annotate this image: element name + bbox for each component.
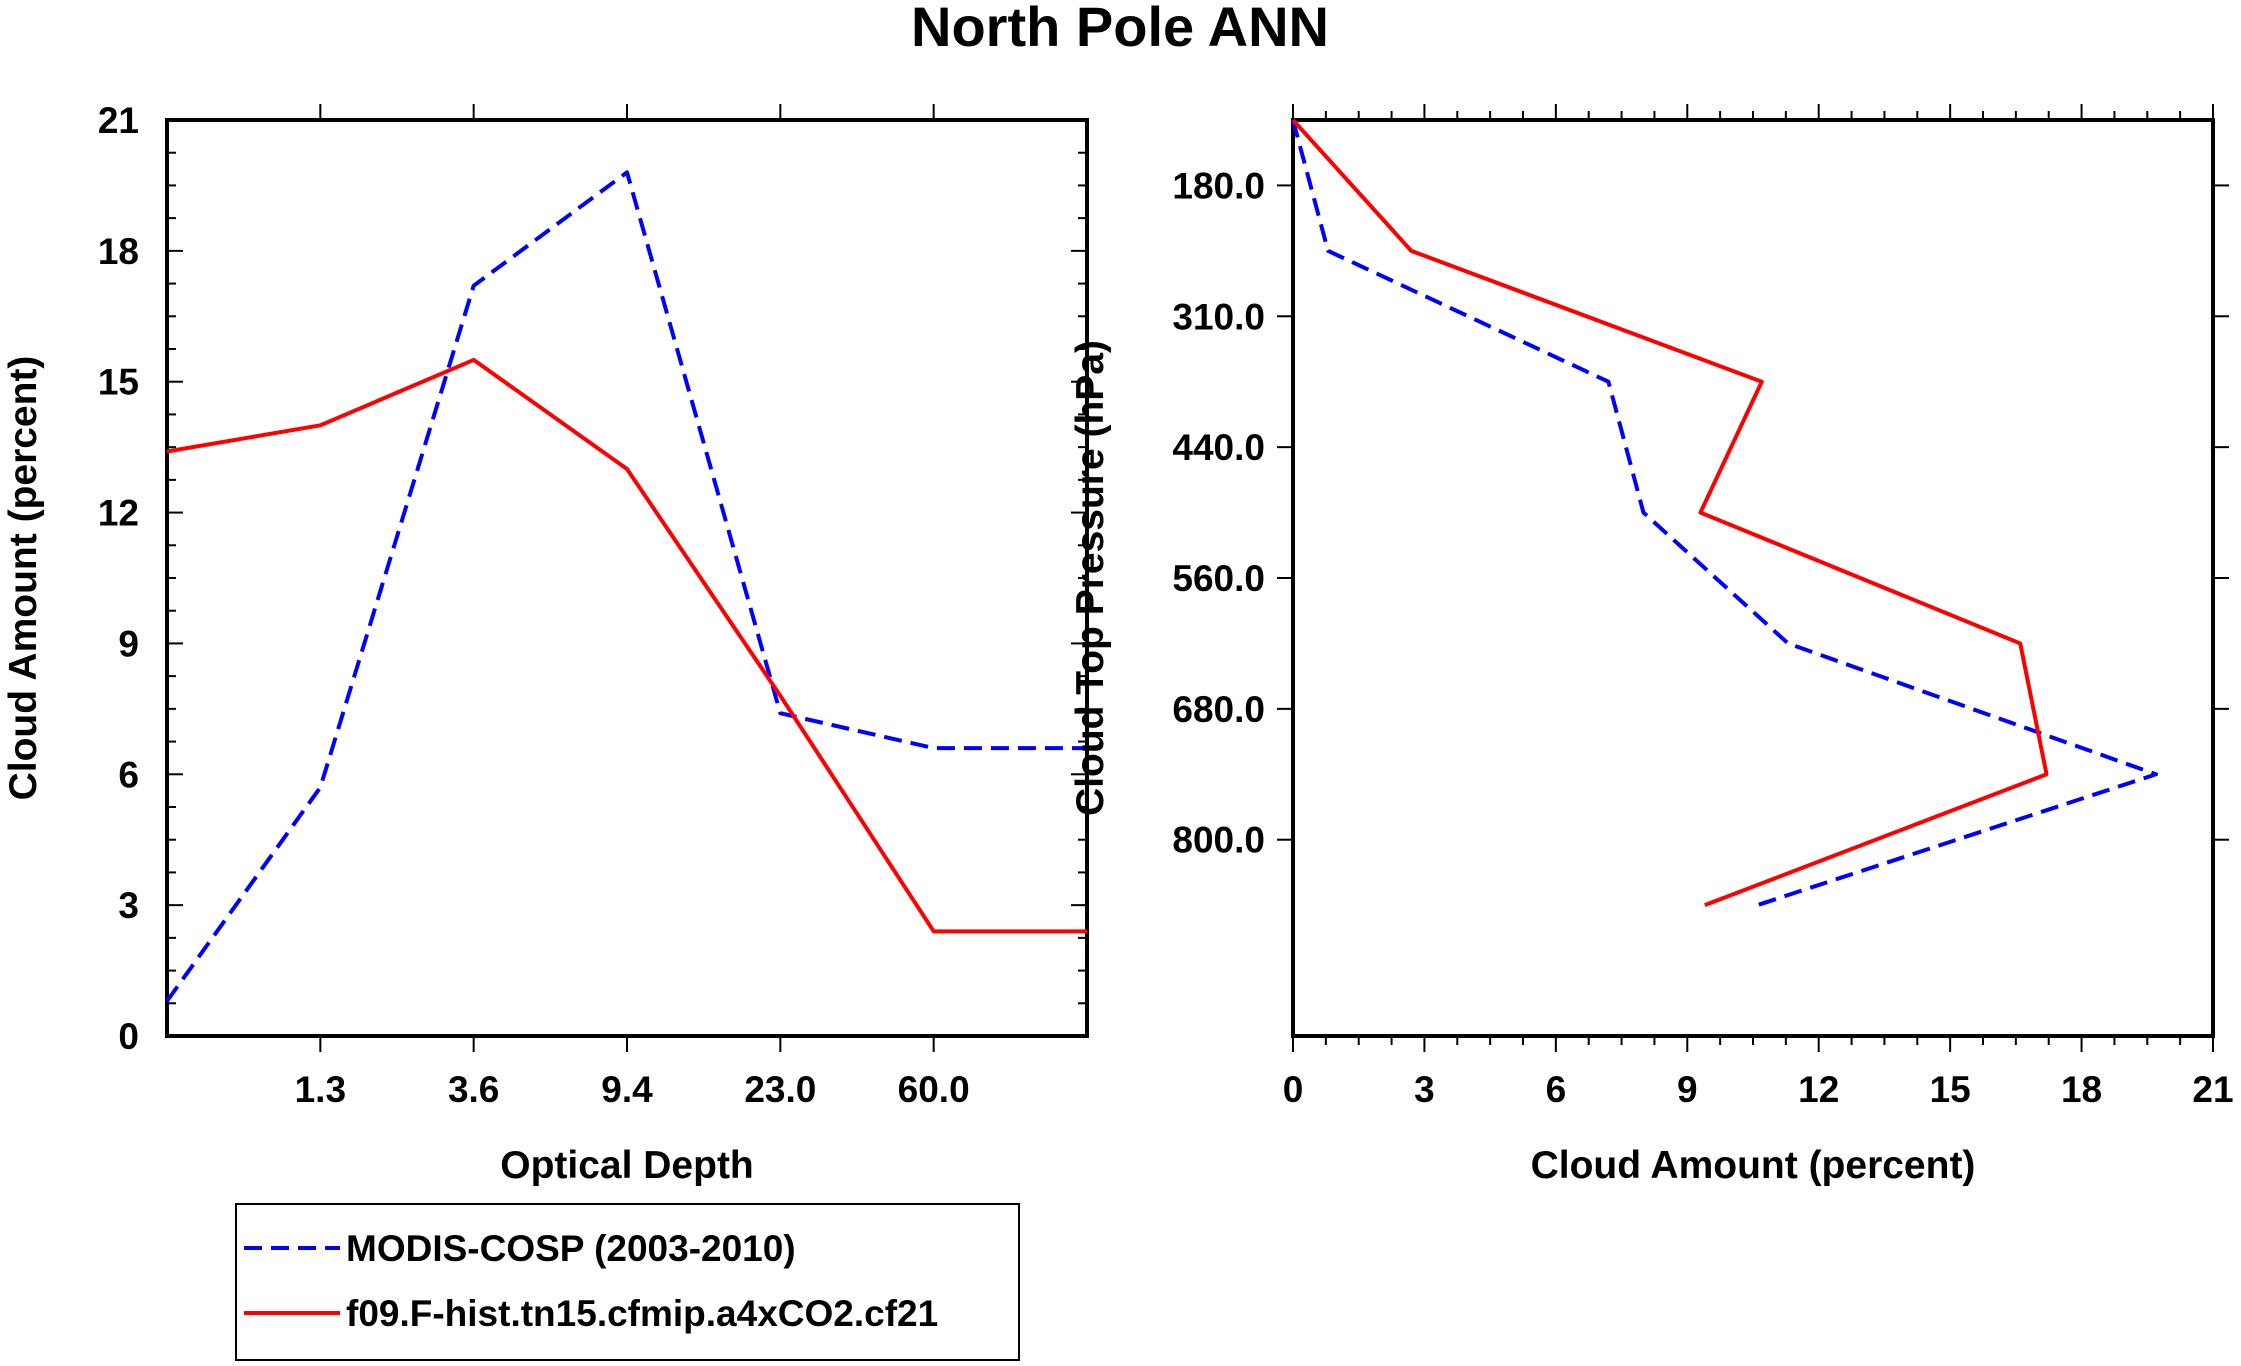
right-series bbox=[1291, 118, 2159, 908]
legend-box bbox=[235, 1203, 1020, 1361]
left-ticks: 0 3 6 9 12 15 18 21 1.3 3.6 9.4 23.0 60.0 bbox=[98, 100, 1087, 1110]
right-x-tick-label: 15 bbox=[1930, 1069, 1971, 1110]
left-x-tick-label: 23.0 bbox=[744, 1069, 816, 1110]
right-x-tick-label: 12 bbox=[1798, 1069, 1839, 1110]
right-x-tick-label: 6 bbox=[1546, 1069, 1567, 1110]
left-series-line-0 bbox=[165, 170, 1087, 1003]
left-y-axis-label: Cloud Amount (percent) bbox=[2, 356, 45, 801]
left-y-tick-label: 0 bbox=[118, 1016, 139, 1057]
right-x-tick-label: 21 bbox=[2192, 1069, 2233, 1110]
left-y-tick-label: 3 bbox=[118, 885, 139, 926]
legend-label-model: f09.F-hist.tn15.cfmip.a4xCO2.cf21 bbox=[346, 1293, 938, 1334]
right-x-tick-label: 18 bbox=[2061, 1069, 2102, 1110]
right-series-line-1 bbox=[1291, 118, 2049, 908]
right-y-tick-label: 680.0 bbox=[1172, 689, 1265, 730]
right-series-line-0 bbox=[1291, 119, 2159, 908]
left-y-tick-label: 18 bbox=[98, 231, 139, 272]
left-series-line-1 bbox=[166, 357, 1087, 934]
right-y-axis-label: Cloud Top Pressure (hPa) bbox=[1069, 340, 1112, 816]
left-y-tick-label: 12 bbox=[98, 493, 139, 534]
left-x-tick-label: 1.3 bbox=[295, 1069, 346, 1110]
left-series bbox=[165, 170, 1087, 1003]
left-x-tick-label: 3.6 bbox=[448, 1069, 499, 1110]
right-x-axis-label: Cloud Amount (percent) bbox=[1531, 1144, 1976, 1187]
left-x-axis-label: Optical Depth bbox=[500, 1144, 754, 1187]
right-x-tick-label: 9 bbox=[1677, 1069, 1698, 1110]
right-chart: 0 3 6 9 12 15 18 21 180.0 310.0 440.0 560.0 680.0 800… bbox=[1069, 104, 2234, 1187]
right-y-tick-label: 800.0 bbox=[1172, 820, 1265, 861]
right-y-tick-label: 560.0 bbox=[1172, 558, 1265, 599]
left-y-tick-label: 9 bbox=[118, 623, 139, 664]
figure-title: North Pole ANN bbox=[911, 0, 1329, 58]
right-y-tick-label: 440.0 bbox=[1172, 427, 1265, 468]
right-x-tick-label: 0 bbox=[1283, 1069, 1304, 1110]
right-x-tick-label: 3 bbox=[1414, 1069, 1435, 1110]
right-y-tick-label: 310.0 bbox=[1172, 296, 1265, 337]
left-plot-frame bbox=[165, 118, 1089, 1038]
legend: MODIS-COSP (2003-2010) f09.F-hist.tn15.c… bbox=[235, 1203, 1020, 1361]
left-y-tick-label: 15 bbox=[98, 362, 139, 403]
left-x-tick-label: 60.0 bbox=[898, 1069, 970, 1110]
left-x-tick-label: 9.4 bbox=[601, 1069, 653, 1110]
left-y-tick-label: 6 bbox=[118, 754, 139, 795]
right-y-tick-label: 180.0 bbox=[1172, 165, 1265, 206]
left-y-tick-label: 21 bbox=[98, 100, 139, 141]
right-ticks: 0 3 6 9 12 15 18 21 180.0 310.0 440.0 560.0 680.0 800… bbox=[1172, 104, 2234, 1110]
left-chart: 0 3 6 9 12 15 18 21 1.3 3.6 9.4 23.0 60.0 Optical De… bbox=[2, 100, 1089, 1187]
legend-label-modis: MODIS-COSP (2003-2010) bbox=[346, 1228, 796, 1269]
